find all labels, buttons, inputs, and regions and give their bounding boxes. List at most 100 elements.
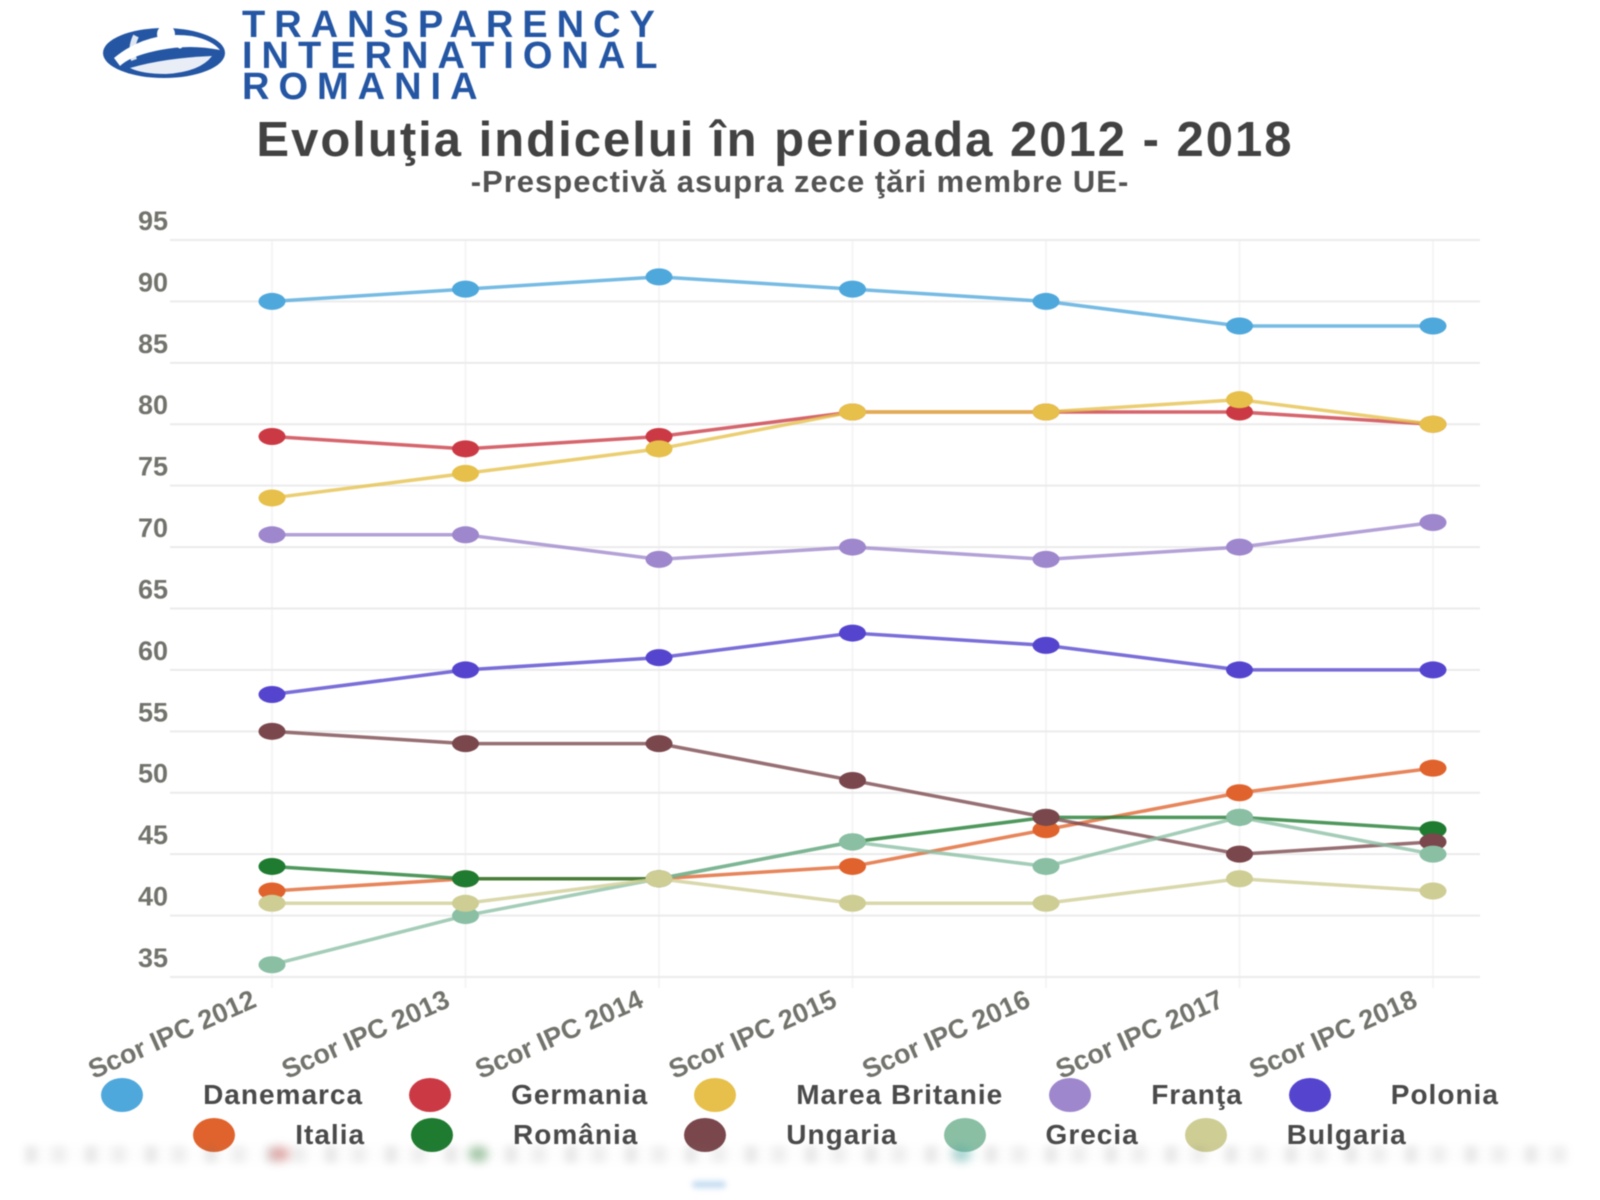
legend-label: Marea Britanie bbox=[796, 1079, 1004, 1110]
data-point-Bulgaria-Scor IPC 2017 bbox=[1226, 870, 1253, 888]
logo-line-3: ROMANIA bbox=[242, 66, 487, 108]
y-axis-tick-label: 45 bbox=[138, 820, 168, 850]
y-axis-tick-label: 70 bbox=[138, 513, 168, 543]
x-axis-tick-label: Scor IPC 2014 bbox=[471, 984, 648, 1085]
ti-romania-logo: TRANSPARENCY INTERNATIONAL ROMANIA bbox=[100, 6, 667, 106]
data-point-Franţa-Scor IPC 2018 bbox=[1419, 514, 1447, 532]
legend-swatch-icon bbox=[943, 1118, 986, 1152]
data-point-Germania-Scor IPC 2012 bbox=[258, 428, 286, 446]
legend-swatch-icon bbox=[409, 1078, 452, 1112]
x-axis-tick-label: Scor IPC 2013 bbox=[277, 984, 454, 1085]
legend-item-Marea Britanie: Marea Britanie bbox=[694, 1078, 1003, 1112]
legend-label: Ungaria bbox=[786, 1119, 898, 1150]
data-point-Marea Britanie-Scor IPC 2013 bbox=[452, 464, 479, 482]
data-point-Germania-Scor IPC 2017 bbox=[1226, 403, 1253, 421]
legend-swatch-icon bbox=[1184, 1118, 1227, 1152]
data-point-Polonia-Scor IPC 2018 bbox=[1419, 661, 1447, 679]
legend-label: Polonia bbox=[1390, 1079, 1499, 1110]
chart-title: Evoluţia indicelui în perioada 2012 - 20… bbox=[256, 113, 1294, 167]
data-point-Grecia-Scor IPC 2016 bbox=[1032, 857, 1060, 875]
data-point-Ungaria-Scor IPC 2013 bbox=[452, 735, 479, 753]
data-point-Italia-Scor IPC 2017 bbox=[1226, 784, 1253, 802]
x-axis-tick-label: Scor IPC 2016 bbox=[858, 984, 1035, 1085]
data-point-Danemarca-Scor IPC 2012 bbox=[258, 292, 286, 310]
data-point-Polonia-Scor IPC 2014 bbox=[645, 649, 673, 667]
x-axis-tick-label: Scor IPC 2015 bbox=[664, 984, 841, 1085]
legend-item-Franţa: Franţa bbox=[1049, 1078, 1243, 1112]
data-point-Danemarca-Scor IPC 2015 bbox=[839, 280, 866, 298]
data-point-Italia-Scor IPC 2016 bbox=[1032, 821, 1060, 839]
data-point-Germania-Scor IPC 2013 bbox=[452, 440, 479, 458]
legend-swatch-icon bbox=[101, 1078, 144, 1112]
data-point-Franţa-Scor IPC 2017 bbox=[1226, 538, 1253, 556]
legend-swatch-icon bbox=[1288, 1078, 1331, 1112]
legend-swatch-icon bbox=[684, 1118, 727, 1152]
data-point-Danemarca-Scor IPC 2017 bbox=[1226, 317, 1253, 335]
data-point-Franţa-Scor IPC 2016 bbox=[1032, 550, 1060, 568]
data-point-Bulgaria-Scor IPC 2018 bbox=[1419, 882, 1447, 900]
logo-line-2: INTERNATIONAL bbox=[242, 35, 667, 77]
legend-row-2: Italia România Ungaria Grecia Bulgaria bbox=[0, 1118, 1600, 1152]
legend-label: Bulgaria bbox=[1286, 1119, 1407, 1150]
data-point-Grecia-Scor IPC 2013 bbox=[452, 907, 479, 925]
bottom-artifact-blob bbox=[468, 1147, 488, 1161]
data-point-Ungaria-Scor IPC 2017 bbox=[1226, 845, 1253, 863]
data-point-Marea Britanie-Scor IPC 2018 bbox=[1419, 415, 1447, 433]
y-axis-tick-label: 35 bbox=[138, 943, 168, 973]
x-axis-tick-label: Scor IPC 2012 bbox=[84, 984, 261, 1085]
y-axis-tick-label: 80 bbox=[138, 390, 168, 420]
data-point-Grecia-Scor IPC 2012 bbox=[258, 956, 286, 974]
data-point-Marea Britanie-Scor IPC 2017 bbox=[1226, 391, 1253, 409]
x-axis-tick-label: Scor IPC 2017 bbox=[1051, 984, 1228, 1085]
data-point-Franţa-Scor IPC 2013 bbox=[452, 526, 479, 544]
data-point-Grecia-Scor IPC 2015 bbox=[839, 833, 866, 851]
data-point-Ungaria-Scor IPC 2012 bbox=[258, 722, 286, 740]
data-point-Ungaria-Scor IPC 2016 bbox=[1032, 808, 1060, 826]
legend-label: Germania bbox=[511, 1079, 649, 1110]
data-point-Bulgaria-Scor IPC 2013 bbox=[452, 894, 479, 912]
legend-row-1: Danemarca Germania Marea Britanie Franţa Pol… bbox=[0, 1078, 1600, 1112]
data-point-Franţa-Scor IPC 2015 bbox=[839, 538, 866, 556]
data-point-România-Scor IPC 2018 bbox=[1419, 821, 1447, 839]
data-point-Polonia-Scor IPC 2012 bbox=[258, 685, 286, 703]
data-point-Bulgaria-Scor IPC 2012 bbox=[258, 894, 286, 912]
legend-item-Polonia: Polonia bbox=[1288, 1078, 1499, 1112]
legend-item-România: România bbox=[411, 1118, 638, 1152]
bottom-artifact-blob bbox=[270, 1147, 290, 1161]
data-point-Polonia-Scor IPC 2015 bbox=[839, 624, 866, 642]
logo-wordmark: TRANSPARENCY INTERNATIONAL ROMANIA bbox=[242, 6, 667, 108]
data-point-Marea Britanie-Scor IPC 2014 bbox=[645, 440, 673, 458]
y-axis-tick-label: 95 bbox=[138, 206, 168, 236]
legend-label: Franţa bbox=[1151, 1079, 1243, 1110]
data-point-Germania-Scor IPC 2014 bbox=[645, 428, 673, 446]
data-point-România-Scor IPC 2012 bbox=[258, 857, 286, 875]
data-point-Italia-Scor IPC 2012 bbox=[258, 882, 286, 900]
legend-swatch-icon bbox=[1049, 1078, 1092, 1112]
legend-label: Grecia bbox=[1045, 1119, 1139, 1150]
x-axis-tick-label: Scor IPC 2018 bbox=[1245, 984, 1422, 1085]
data-point-Bulgaria-Scor IPC 2014 bbox=[645, 870, 673, 888]
data-point-Marea Britanie-Scor IPC 2012 bbox=[258, 489, 286, 507]
ti-globe-icon bbox=[103, 25, 225, 78]
data-point-Polonia-Scor IPC 2016 bbox=[1032, 636, 1060, 654]
data-point-Polonia-Scor IPC 2017 bbox=[1226, 661, 1253, 679]
legend-item-Ungaria: Ungaria bbox=[684, 1118, 897, 1152]
data-point-Ungaria-Scor IPC 2014 bbox=[645, 735, 673, 753]
data-point-Ungaria-Scor IPC 2015 bbox=[839, 771, 866, 789]
data-point-Ungaria-Scor IPC 2018 bbox=[1419, 833, 1447, 851]
y-axis-tick-label: 65 bbox=[138, 574, 168, 604]
legend-label: Italia bbox=[295, 1119, 366, 1150]
data-point-România-Scor IPC 2013 bbox=[452, 870, 479, 888]
data-point-Bulgaria-Scor IPC 2016 bbox=[1032, 894, 1060, 912]
legend-label: Danemarca bbox=[203, 1079, 364, 1110]
data-point-Danemarca-Scor IPC 2016 bbox=[1032, 292, 1060, 310]
data-point-Bulgaria-Scor IPC 2015 bbox=[839, 894, 866, 912]
legend-swatch-icon bbox=[694, 1078, 737, 1112]
data-point-Marea Britanie-Scor IPC 2016 bbox=[1032, 403, 1060, 421]
y-axis-tick-label: 75 bbox=[138, 452, 168, 482]
data-point-Danemarca-Scor IPC 2014 bbox=[645, 268, 673, 286]
y-axis-tick-label: 50 bbox=[138, 759, 168, 789]
data-point-Polonia-Scor IPC 2013 bbox=[452, 661, 479, 679]
